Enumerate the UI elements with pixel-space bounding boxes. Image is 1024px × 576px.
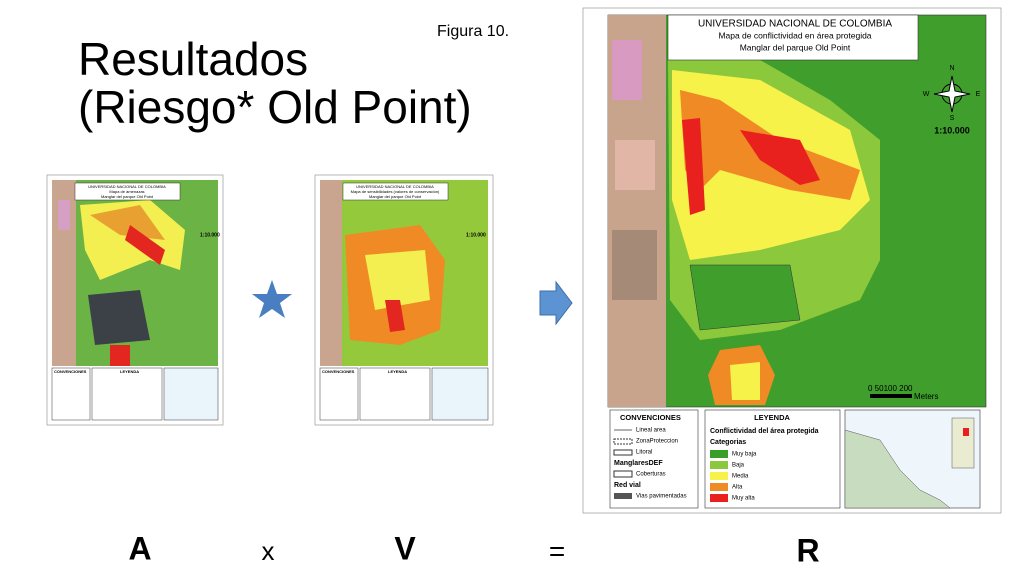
conventions-item: Red vial <box>614 482 641 489</box>
legend-title: LEYENDA <box>388 369 407 374</box>
urban-area <box>612 40 642 100</box>
compass-label: W <box>923 91 930 98</box>
legend-item: Baja <box>732 463 745 469</box>
map-a: UNIVERSIDAD NACIONAL DE COLOMBIA Mapa de… <box>46 174 224 426</box>
inset-map <box>163 367 219 421</box>
inset-detail <box>951 417 975 469</box>
equation-symbol: R <box>796 532 819 568</box>
conventions-item: Litoral <box>636 450 652 456</box>
map-title-box <box>667 14 919 61</box>
conventions-item: Coberturas <box>636 472 666 478</box>
legend-item: Muy baja <box>732 452 757 458</box>
inset-map <box>431 367 489 421</box>
equation-symbol: = <box>549 535 565 566</box>
scalebar-label: 0 50100 200 <box>868 384 913 393</box>
compass: N W E S <box>923 65 981 122</box>
conventions-box <box>51 367 91 421</box>
inset-land <box>844 429 951 509</box>
urban-area <box>612 230 657 300</box>
legend-swatch <box>710 461 728 469</box>
figure-label: Figura 10. <box>437 23 509 40</box>
map-region <box>88 290 150 345</box>
legend-swatch <box>710 450 728 458</box>
map-region <box>110 345 130 366</box>
map-title: Mapa de conflictividad en área protegida <box>718 30 871 40</box>
legend-title: LEYENDA <box>754 413 790 422</box>
legend-box <box>359 367 431 421</box>
legend-item: Media <box>732 474 749 480</box>
map-title-box <box>74 182 181 201</box>
legend-symbol <box>613 470 633 478</box>
urban-area <box>615 140 655 190</box>
map-region <box>125 225 165 265</box>
conventions-title: CONVENCIONES <box>620 413 681 422</box>
scalebar-units: Meters <box>914 392 938 401</box>
legend-item: Muy alta <box>732 496 755 502</box>
legend-box <box>91 367 163 421</box>
inset-marker <box>963 428 969 436</box>
map-title: UNIVERSIDAD NACIONAL DE COLOMBIA <box>356 184 434 189</box>
map-region <box>689 264 801 331</box>
conventions-item: Vias pavimentadas <box>636 494 687 500</box>
map-r: UNIVERSIDAD NACIONAL DE COLOMBIA Mapa de… <box>582 7 1002 514</box>
map-title: Manglar del parque Old Point <box>101 194 154 199</box>
legend-heading: Categorias <box>710 439 746 446</box>
conventions-box <box>609 409 699 509</box>
map-region <box>682 118 705 215</box>
conventions-title: CONVENCIONES <box>322 369 355 374</box>
map-region <box>385 300 405 332</box>
map-scale: 1:10.000 <box>466 232 486 238</box>
star-icon <box>252 280 292 318</box>
equation-symbol: A <box>128 530 151 566</box>
equation-symbol: V <box>394 530 416 566</box>
legend-symbol <box>614 493 632 499</box>
title: Resultados <box>78 33 308 85</box>
legend-swatch <box>710 483 728 491</box>
equation-symbol: x <box>262 536 275 566</box>
compass-label: N <box>949 65 954 72</box>
map-scale: 1:10.000 <box>200 232 220 238</box>
conventions-box <box>319 367 359 421</box>
urban-area <box>58 200 70 230</box>
legend-box <box>704 409 841 509</box>
conventions-item: ManglaresDEF <box>614 460 663 467</box>
map-title: UNIVERSIDAD NACIONAL DE COLOMBIA <box>88 184 166 189</box>
map-title: Manglar del parque Old Point <box>369 194 422 199</box>
legend-title: LEYENDA <box>120 369 139 374</box>
compass-label: S <box>950 115 955 122</box>
map-scale: 1:10.000 <box>934 125 970 135</box>
map-title: UNIVERSIDAD NACIONAL DE COLOMBIA <box>698 19 892 30</box>
conventions-item: Lineal area <box>636 428 666 434</box>
legend-swatch <box>710 472 728 480</box>
urban-area <box>320 180 342 366</box>
arrow-icon <box>539 280 573 326</box>
legend-items: Muy baja Baja Media Alta Muy alta <box>710 450 757 502</box>
legend-subtitle: Conflictividad del área protegida <box>710 428 819 435</box>
map-region <box>90 205 165 240</box>
map-region <box>730 362 760 400</box>
legend-symbol <box>613 449 633 456</box>
map-title-box <box>342 182 449 201</box>
legend-item: Alta <box>732 485 743 491</box>
conventions-item: ZonaProteccion <box>636 439 678 445</box>
map-region <box>740 130 820 185</box>
scalebar <box>870 394 912 398</box>
map-title: Manglar del parque Old Point <box>740 42 851 52</box>
compass-star <box>933 75 971 113</box>
legend-swatch <box>710 494 728 502</box>
title: (Riesgo* Old Point) <box>78 81 472 133</box>
map-v: UNIVERSIDAD NACIONAL DE COLOMBIA Mapa de… <box>314 174 494 426</box>
compass-label: E <box>976 91 981 98</box>
map-region <box>365 250 430 310</box>
conventions-title: CONVENCIONES <box>54 369 87 374</box>
map-title: Mapa de amenazas <box>109 189 144 194</box>
map-title: Mapa de sensibilidades (valores de conse… <box>351 189 440 194</box>
legend-symbol <box>613 438 633 445</box>
